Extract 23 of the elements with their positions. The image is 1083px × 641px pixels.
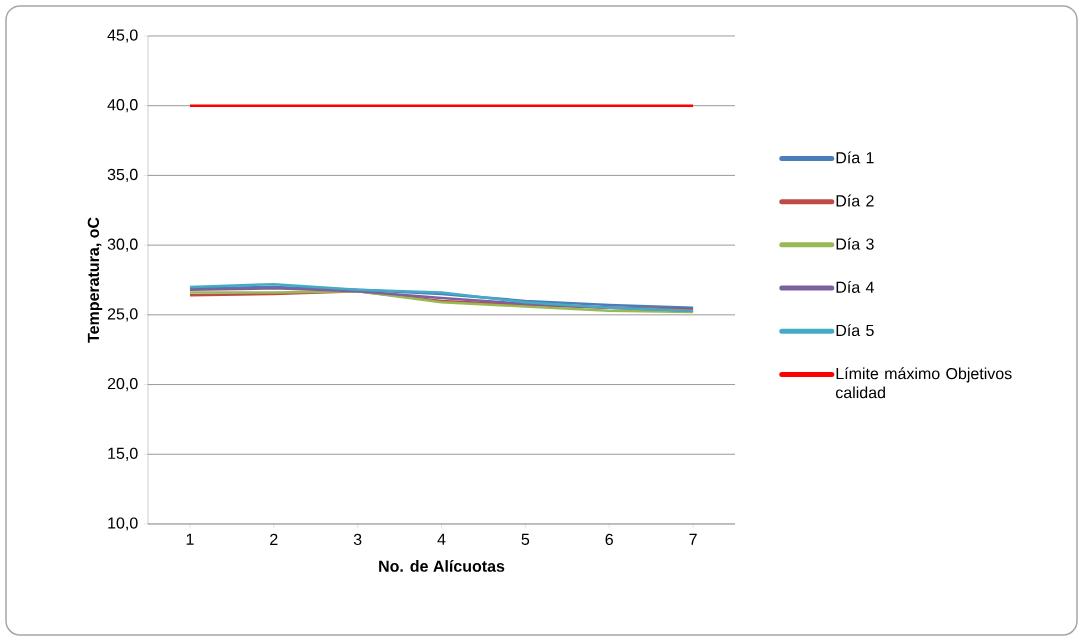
x-tick-label: 5: [521, 533, 530, 545]
legend-label: Día 1: [836, 151, 874, 164]
x-tick-label: 2: [270, 533, 278, 545]
y-tick-label: 10,0: [108, 517, 138, 531]
x-tick-label: 1: [186, 533, 194, 545]
legend-label: Límite máximo Objetivos calidad: [835, 367, 1012, 399]
y-tick-label: 30,0: [107, 238, 138, 252]
y-tick-label: 15,0: [108, 447, 138, 461]
x-axis-title: No. de Alícuotas: [379, 559, 505, 572]
legend-label: Día 4: [836, 280, 874, 293]
legend-label: Día 2: [836, 194, 874, 207]
x-tick-label: 6: [605, 533, 613, 546]
y-tick-label: 25,0: [107, 308, 138, 322]
y-tick-label: 40,0: [107, 99, 138, 113]
x-tick-label: 3: [353, 533, 362, 546]
legend-label: Día 5: [836, 324, 874, 337]
y-tick-label: 35,0: [107, 168, 138, 183]
y-tick-label: 20,0: [107, 377, 138, 392]
legend-label: Día 3: [836, 237, 874, 250]
y-axis-title: Temperatura, oC: [87, 217, 103, 343]
x-tick-label: 7: [689, 533, 697, 545]
x-tick-label: 4: [437, 533, 446, 545]
y-tick-label: 45,0: [107, 29, 138, 43]
